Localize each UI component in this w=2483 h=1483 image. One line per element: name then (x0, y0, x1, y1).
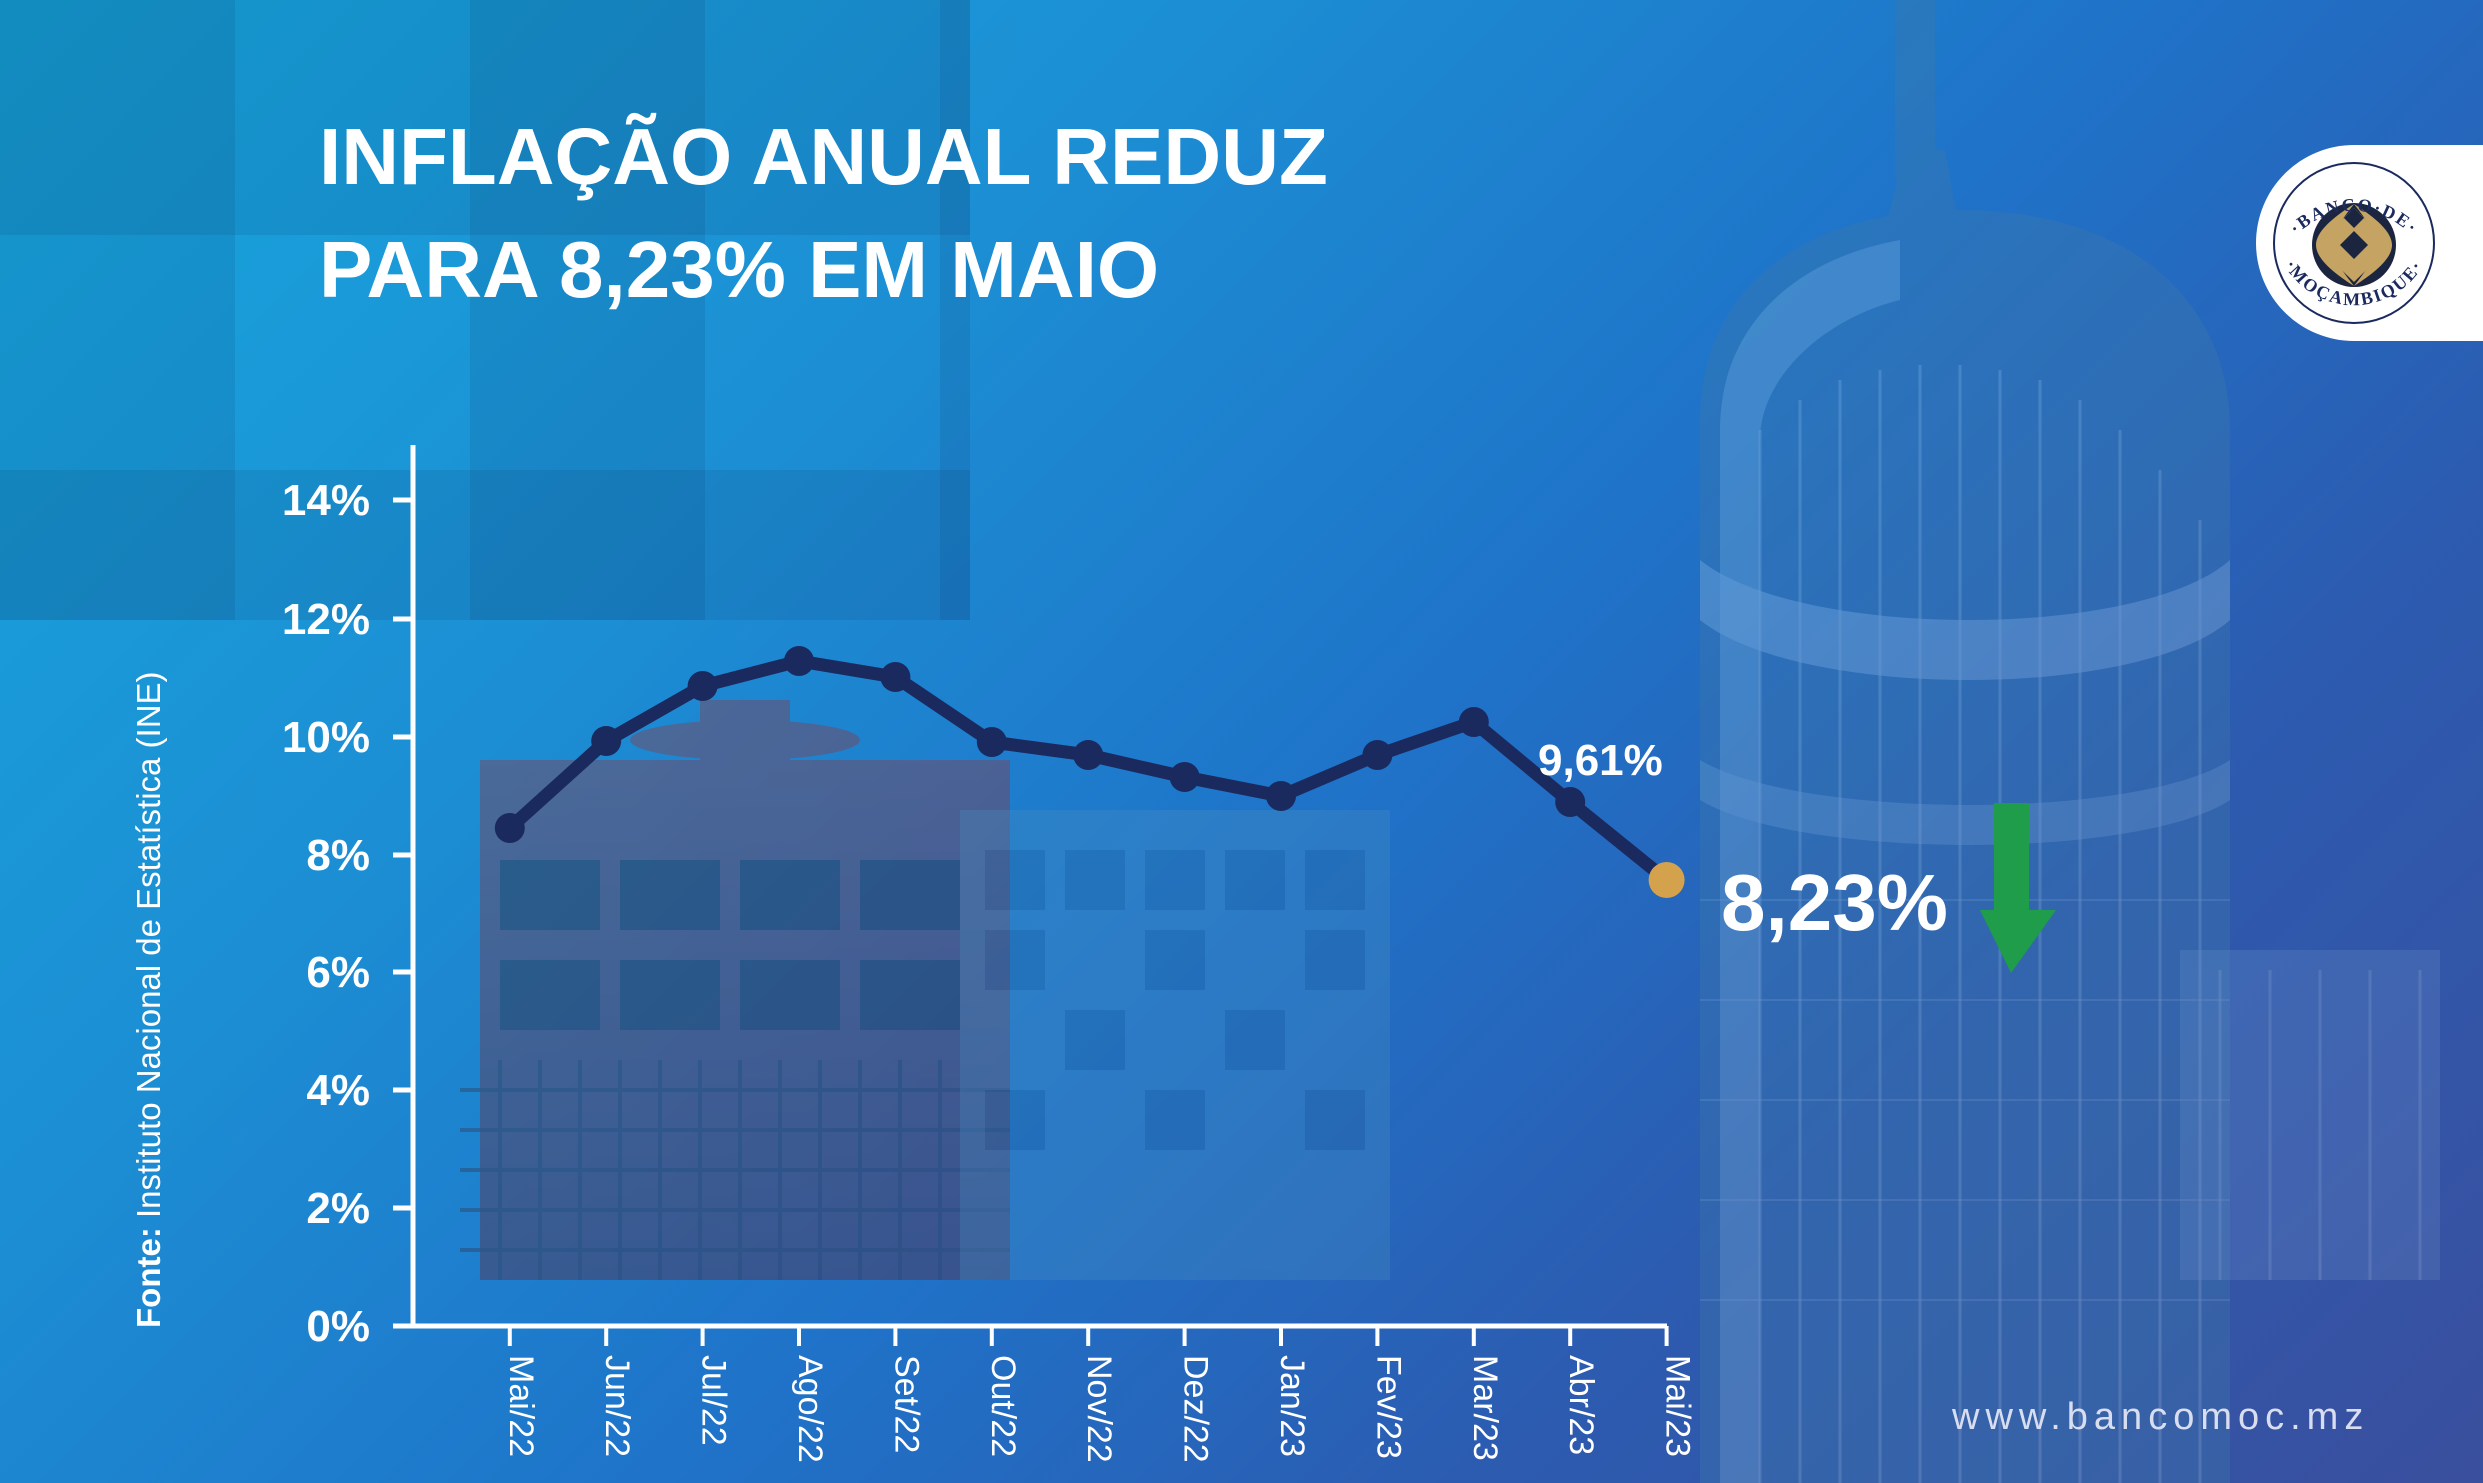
svg-text:8,23%: 8,23% (1721, 858, 1948, 947)
svg-text:Mai/22: Mai/22 (502, 1355, 540, 1457)
svg-text:Mar/23: Mar/23 (1466, 1355, 1504, 1461)
svg-text:2%: 2% (306, 1184, 370, 1233)
svg-text:6%: 6% (306, 948, 370, 997)
svg-text:Dez/22: Dez/22 (1177, 1355, 1215, 1463)
svg-text:Abr/23: Abr/23 (1562, 1355, 1600, 1455)
svg-text:Jul/22: Jul/22 (695, 1355, 733, 1446)
svg-text:Set/22: Set/22 (887, 1355, 925, 1453)
svg-text:Ago/22: Ago/22 (791, 1355, 829, 1463)
svg-text:Jun/22: Jun/22 (598, 1355, 636, 1457)
svg-text:9,61%: 9,61% (1538, 736, 1663, 785)
svg-text:Mai/23: Mai/23 (1659, 1355, 1697, 1457)
svg-text:14%: 14% (282, 476, 370, 525)
svg-text:Jan/23: Jan/23 (1273, 1355, 1311, 1457)
svg-text:4%: 4% (306, 1066, 370, 1115)
svg-text:Nov/22: Nov/22 (1080, 1355, 1118, 1463)
svg-text:Out/22: Out/22 (984, 1355, 1022, 1457)
svg-text:8%: 8% (306, 831, 370, 880)
svg-text:0%: 0% (306, 1302, 370, 1351)
svg-text:12%: 12% (282, 595, 370, 644)
svg-text:10%: 10% (282, 713, 370, 762)
svg-text:Fev/23: Fev/23 (1369, 1355, 1407, 1459)
